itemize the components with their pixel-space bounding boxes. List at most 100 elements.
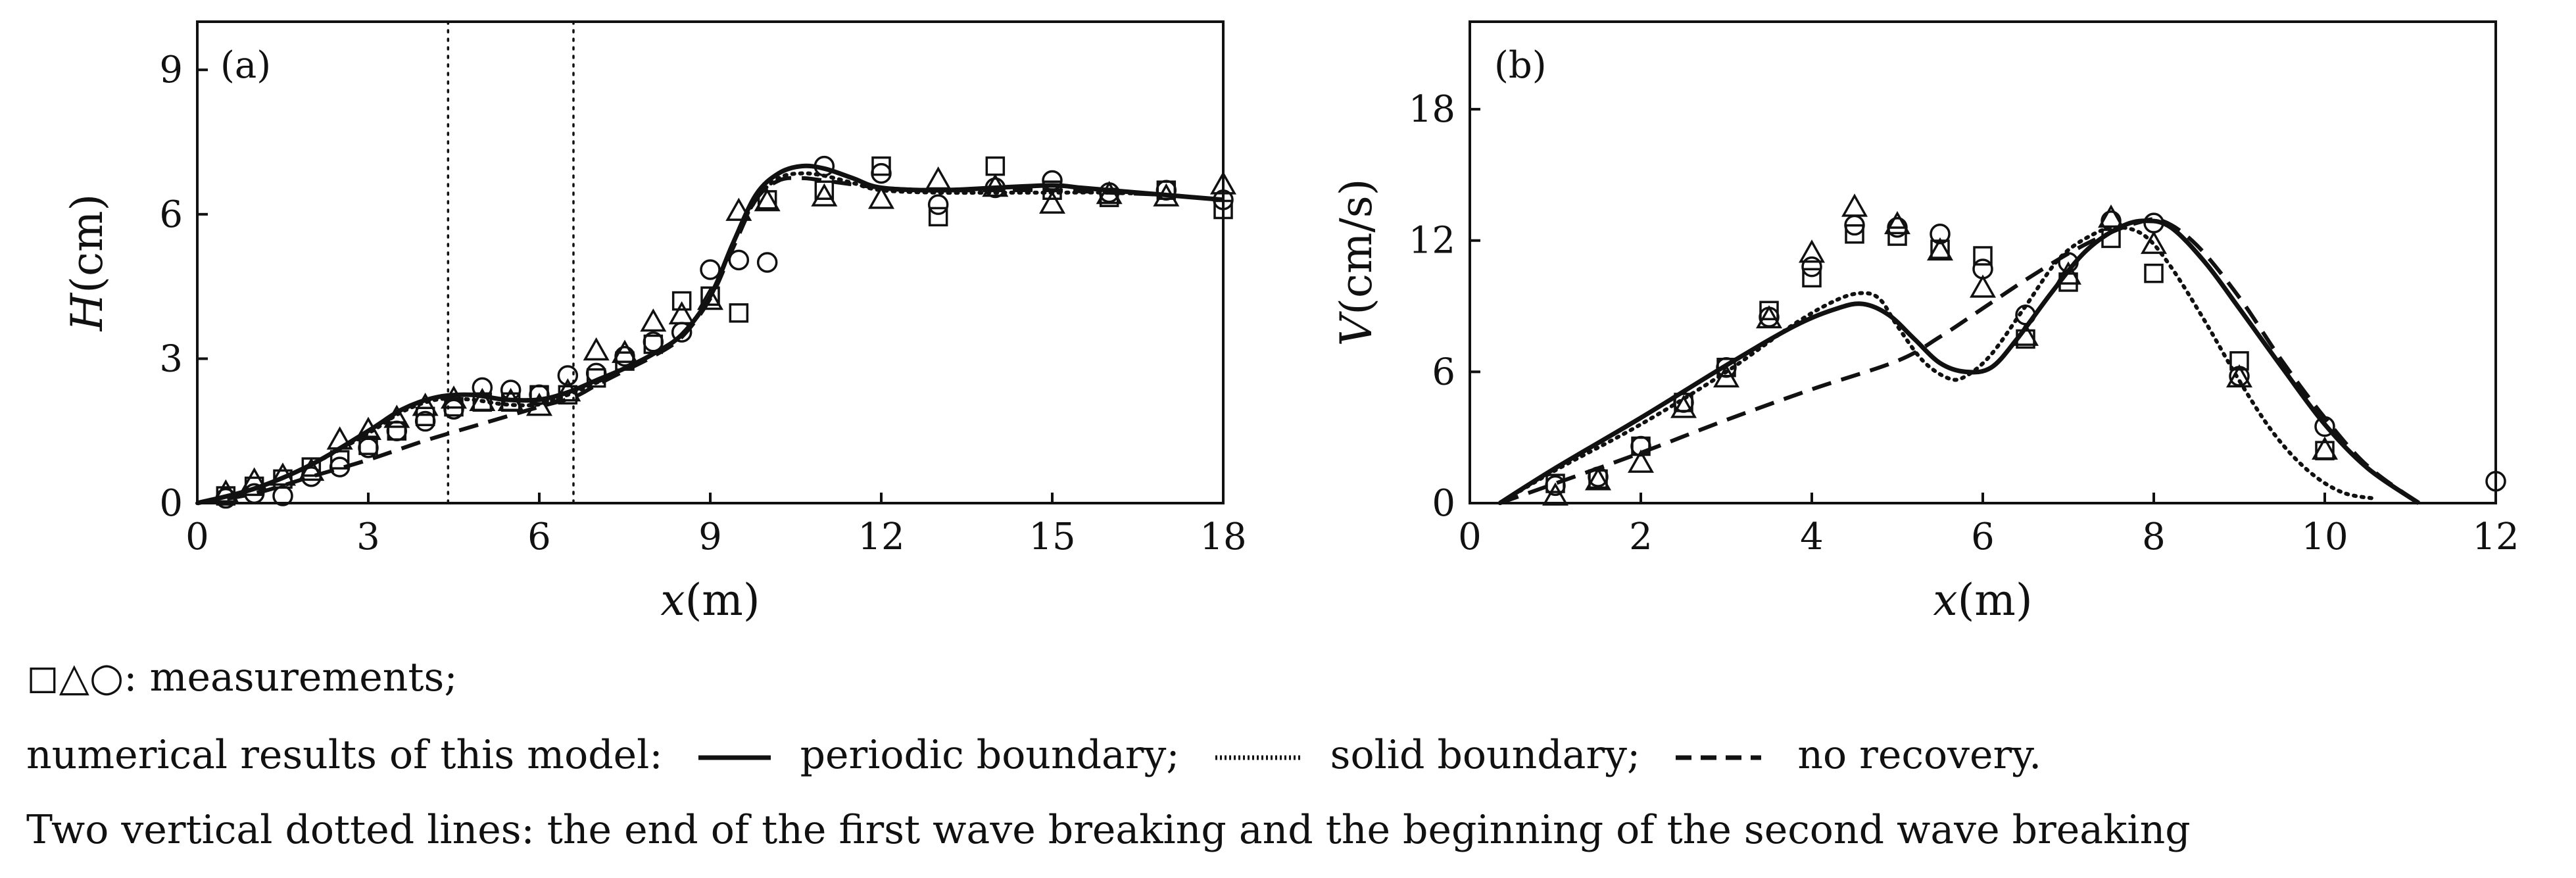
caption-line-3: Two vertical dotted lines: the end of th…: [26, 807, 2191, 853]
x-axis-label-b: x(m): [1933, 575, 2032, 625]
y-axis-label-a: H(cm): [62, 194, 112, 332]
data-point-square: [671, 291, 692, 311]
data-point-triangle: [241, 467, 268, 491]
data-point-circle: [927, 194, 949, 215]
data-point-circle: [756, 252, 778, 273]
plot-frame-a: [196, 20, 1225, 504]
data-point-circle: [1673, 392, 1694, 413]
data-point-triangle: [754, 187, 781, 212]
data-point-circle: [2015, 305, 2036, 326]
caption-legend: numerical results of this model: periodi…: [26, 735, 2041, 775]
caption-measurements: ◻△○: measurements;: [26, 658, 458, 697]
data-point-triangle: [2054, 261, 2082, 285]
y-tick-label: 6: [159, 193, 183, 236]
data-point-circle: [2485, 470, 2506, 492]
series-line-dotted: [195, 171, 1225, 505]
data-point-square: [2144, 263, 2164, 283]
data-point-circle: [1042, 170, 1063, 191]
data-point-circle: [643, 331, 664, 353]
x-tick-label: 2: [1629, 516, 1653, 558]
data-point-square: [1042, 180, 1062, 200]
data-point-square: [928, 207, 948, 227]
data-point-triangle: [525, 393, 553, 416]
data-point-circle: [472, 377, 493, 399]
data-point-circle: [984, 177, 1006, 199]
data-point-circle: [2314, 416, 2335, 437]
data-point-circle: [386, 420, 408, 441]
data-point-triangle: [1542, 482, 1569, 506]
legend-dashed-line: [1676, 755, 1762, 760]
series-line-dotted: [1497, 225, 2378, 505]
series-group-b: [1497, 217, 2420, 505]
x-tick-label: 0: [1458, 516, 1482, 558]
legend-periodic-label: periodic boundary;: [800, 732, 1180, 778]
data-point-triangle: [2097, 204, 2125, 228]
data-point-square: [1887, 226, 1907, 246]
data-point-triangle: [383, 404, 410, 428]
data-point-triangle: [1153, 183, 1180, 207]
data-point-circle: [443, 399, 464, 420]
legend-solid-line: [698, 755, 771, 760]
legend-solid-label: solid boundary;: [1330, 732, 1641, 778]
chart-panel-b: (b) 0 2 4 6 8 10 12 0 6 12 18 x(m) V(cm/s): [1331, 20, 2519, 625]
data-point-triangle: [925, 166, 952, 190]
data-point-circle: [1098, 182, 1120, 203]
data-point-circle: [2101, 210, 2122, 232]
data-point-square: [729, 303, 749, 323]
caption-vertical-lines: Two vertical dotted lines: the end of th…: [26, 810, 2191, 850]
data-point-triangle: [2311, 436, 2339, 460]
data-point-triangle: [1713, 364, 1740, 388]
data-point-circle: [2058, 252, 2079, 273]
x-tick-label: 8: [2142, 516, 2166, 558]
data-point-triangle: [412, 393, 439, 416]
data-point-triangle: [2012, 322, 2039, 346]
data-point-triangle: [1883, 210, 1911, 235]
data-point-circle: [215, 487, 237, 509]
x-tick-label: 4: [1800, 516, 1824, 558]
data-point-triangle: [1926, 237, 1954, 261]
data-point-circle: [814, 155, 835, 177]
data-point-square: [871, 156, 891, 176]
data-point-square: [415, 406, 435, 426]
data-point-triangle: [497, 387, 524, 412]
data-point-circle: [728, 249, 750, 271]
data-point-circle: [1801, 256, 1822, 278]
data-point-circle: [614, 345, 635, 367]
data-point-square: [814, 180, 835, 200]
y-axis-label-b: V(cm/s): [1331, 179, 1382, 347]
data-point-triangle: [1841, 193, 1868, 217]
series-line-solid: [197, 163, 1224, 506]
data-point-circle: [301, 466, 322, 487]
data-point-square: [2058, 272, 2078, 292]
legend-dotted-line: [1215, 755, 1301, 760]
y-tick-label: 9: [159, 49, 183, 91]
data-point-triangle: [725, 197, 752, 221]
x-tick-label: 0: [185, 516, 209, 558]
x-tick-label: 12: [2472, 516, 2519, 558]
x-tick-label: 10: [2301, 516, 2348, 558]
data-point-circle: [1972, 258, 1993, 280]
x-tick-label: 18: [1200, 516, 1246, 558]
data-point-circle: [1545, 475, 1566, 497]
x-tick-label: 6: [1971, 516, 1995, 558]
data-point-square: [1845, 224, 1864, 244]
data-point-circle: [871, 162, 892, 184]
caption-line-2-prefix: numerical results of this model:: [26, 732, 663, 778]
data-point-square: [1973, 246, 1993, 266]
data-point-circle: [1930, 223, 1951, 245]
data-point-circle: [1213, 189, 1234, 210]
panel-label-b: (b): [1494, 44, 1547, 87]
data-point-triangle: [867, 185, 895, 209]
x-tick-label: 12: [858, 516, 904, 558]
data-point-circle: [1630, 435, 1651, 457]
data-point-circle: [500, 379, 522, 401]
data-point-circle: [700, 259, 721, 280]
panel-label-a: (a): [220, 44, 271, 87]
data-point-circle: [671, 322, 693, 343]
data-point-triangle: [640, 308, 667, 332]
x-tick-label: 15: [1029, 516, 1075, 558]
axis-ticks-b: 0 2 4 6 8 10 12 0 6 12 18: [1409, 88, 2519, 558]
markers-group-a: [212, 155, 1237, 509]
data-point-circle: [557, 365, 579, 386]
y-tick-label: 0: [159, 482, 183, 525]
